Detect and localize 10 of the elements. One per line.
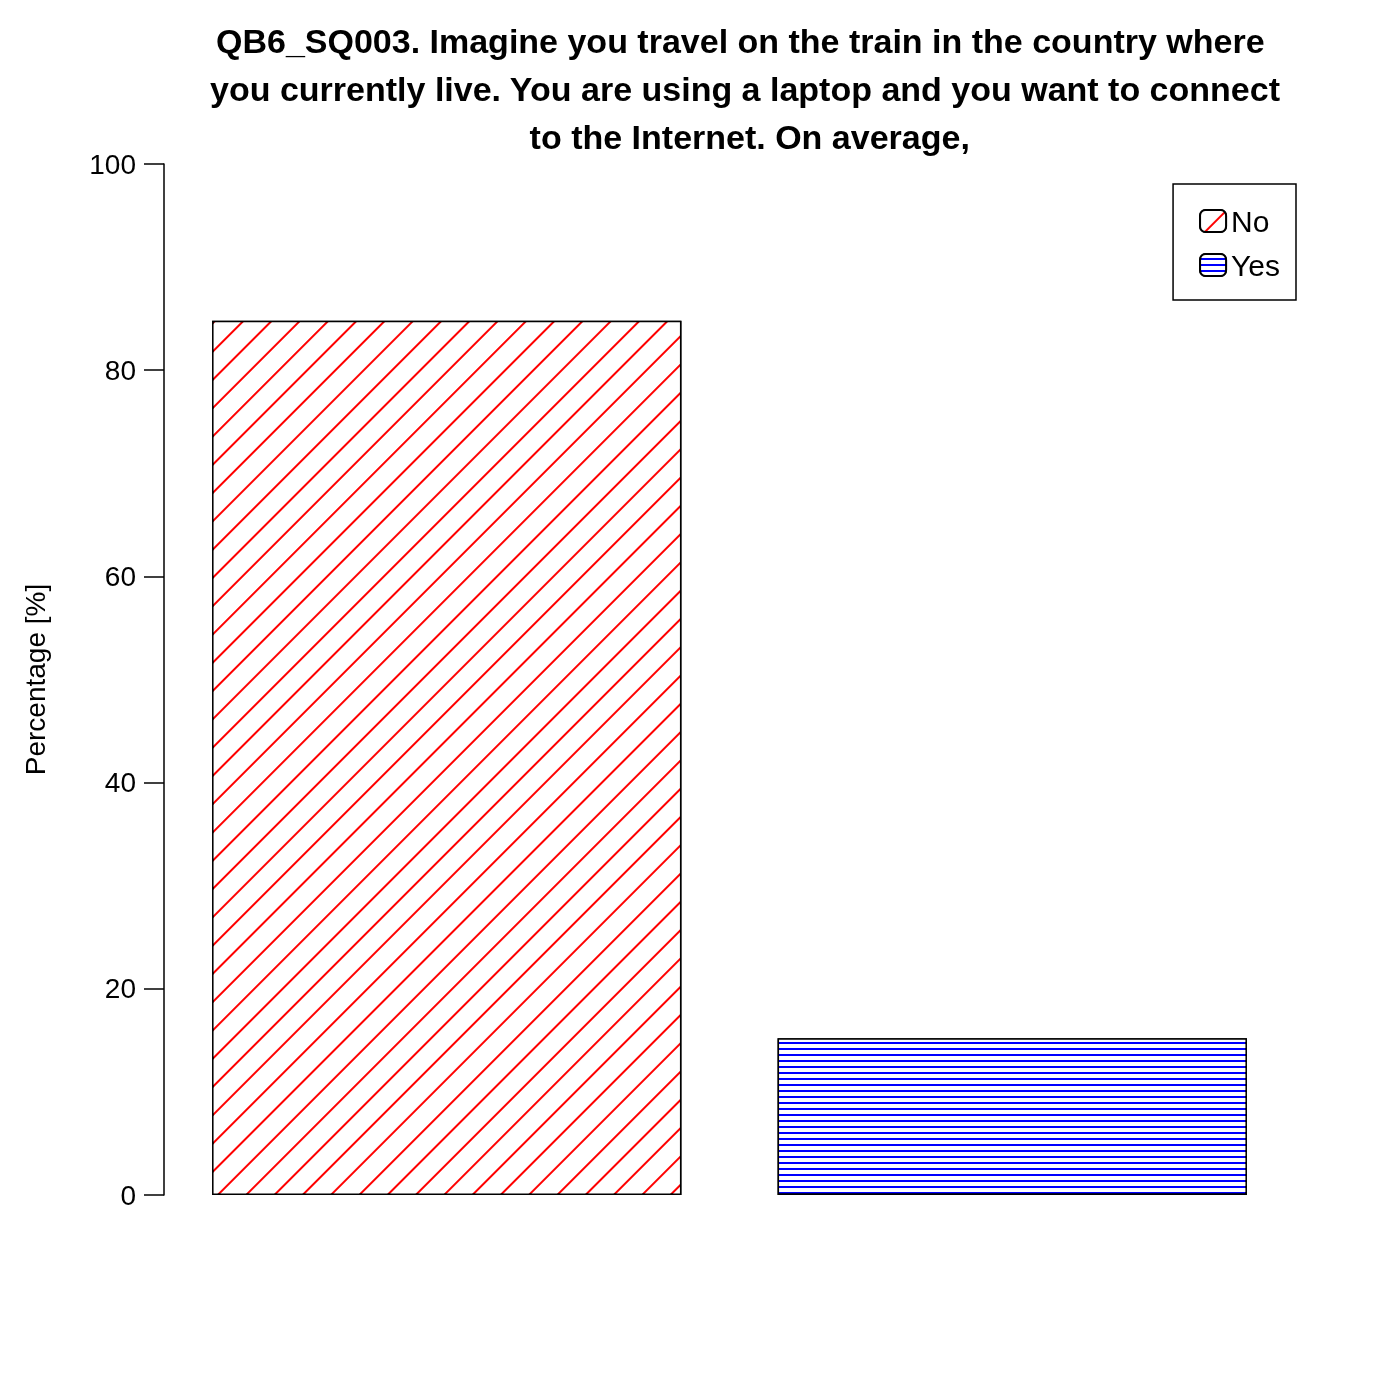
y-tick-label: 80 [104, 354, 136, 386]
y-axis-title: Percentage [%] [19, 583, 51, 776]
y-tick-label: 20 [104, 973, 136, 1005]
y-tick-label: 100 [89, 148, 136, 180]
legend-label: No [1231, 204, 1270, 238]
y-tick-label: 0 [120, 1179, 136, 1211]
chart-title: QB6_SQ003. Imagine you travel on the train in the country where you currently live. You are using a laptop and you want to connect to the Internet. On average, [210, 22, 1280, 156]
y-tick-label: 40 [104, 767, 136, 799]
y-tick-label: 60 [104, 560, 136, 592]
legend-label: Yes [1231, 248, 1281, 282]
